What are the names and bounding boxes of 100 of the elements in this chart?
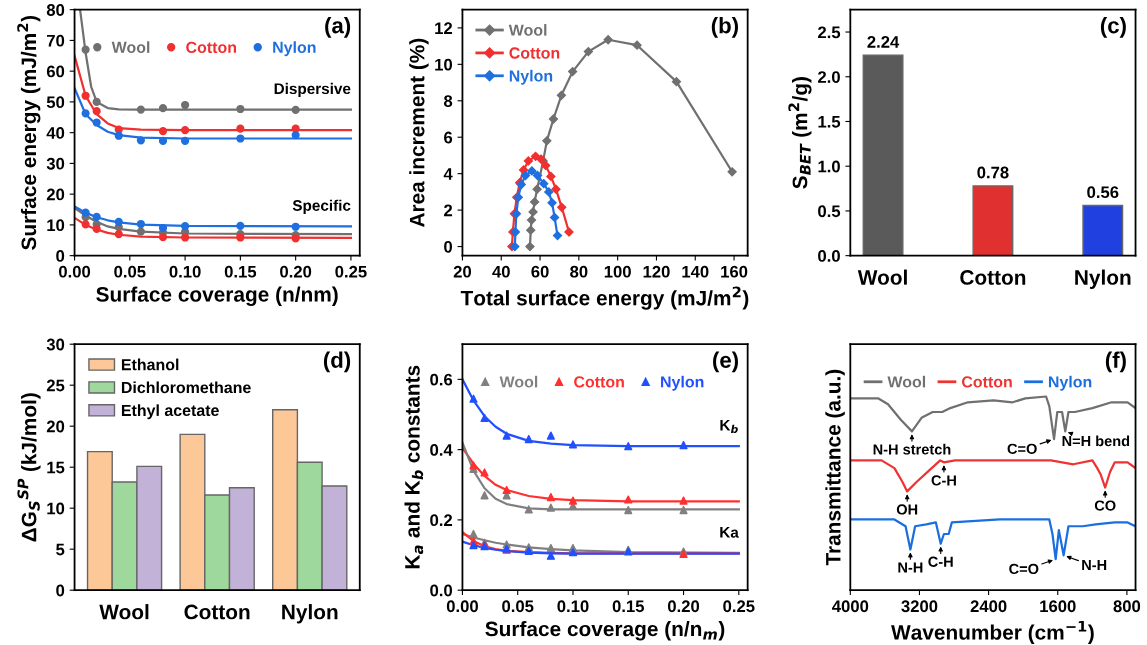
annotation: N-H <box>898 562 923 573</box>
annotation: N-H <box>1082 560 1107 571</box>
x-tick-label: Wool <box>857 269 907 285</box>
annotation: (d) <box>323 351 351 373</box>
annotation: C-H <box>928 556 953 567</box>
x-axis-title: Wavenumber (cm$^{−1}$) <box>891 620 1094 644</box>
annotation: Ka <box>720 527 739 538</box>
x-tick-label: 0.05 <box>502 600 534 613</box>
legend-label: Ethyl acetate <box>121 404 219 420</box>
legend-label: Cotton <box>574 376 624 388</box>
x-tick-label: 0.20 <box>280 265 312 278</box>
x-tick-label: Nylon <box>1075 269 1131 289</box>
x-tick-label: 40 <box>492 265 510 278</box>
legend-label: Cotton <box>961 376 1012 388</box>
y-tick-label: 20 <box>46 420 65 433</box>
x-tick-label: 120 <box>643 265 670 278</box>
annotation: OH <box>896 504 918 515</box>
data-label: 2.24 <box>867 36 900 48</box>
x-tick-label: 0.15 <box>612 600 645 613</box>
x-tick-label: 0.20 <box>667 600 700 613</box>
annotation: CO <box>1094 500 1116 511</box>
y-tick-label: 0.0 <box>430 584 453 597</box>
legend-label: Wool <box>508 24 547 36</box>
y-tick-label: 10 <box>47 502 65 515</box>
annotation: Specific <box>292 199 351 214</box>
y-tick-label: 70 <box>47 34 65 47</box>
x-tick-label: 100 <box>604 265 631 278</box>
x-tick-label: 60 <box>531 265 549 278</box>
y-tick-label: 0 <box>444 240 453 253</box>
x-tick-label: 0.00 <box>59 265 91 278</box>
y-axis-title: Transmittance (a.u.) <box>825 369 845 566</box>
y-tick-label: 0.0 <box>818 250 840 262</box>
y-tick-label: 80 <box>46 4 65 16</box>
y-tick-label: 8 <box>443 95 453 107</box>
x-tick-label: 1600 <box>1040 600 1076 613</box>
x-tick-label: 0.05 <box>114 265 146 278</box>
x-tick-label: Nylon <box>282 604 338 624</box>
y-axis-title: K$_{a}$ and K$_{b}$ constants <box>404 365 424 569</box>
y-tick-label: 0.4 <box>430 444 453 456</box>
annotation: C=O <box>1007 443 1037 454</box>
legend-label: Ethanol <box>121 358 179 371</box>
x-tick-label: 800 <box>1113 600 1141 613</box>
y-tick-label: 4 <box>443 168 453 180</box>
annotation: (c) <box>1100 17 1126 38</box>
y-tick-label: 60 <box>46 65 65 78</box>
y-tick-label: 2.5 <box>818 26 841 39</box>
y-axis-title: Area increment (%) <box>409 38 429 228</box>
annotation: Dispersive <box>274 82 351 98</box>
legend-label: Nylon <box>273 41 316 57</box>
x-tick-label: 20 <box>453 265 472 278</box>
x-tick-label: 0.15 <box>224 265 257 278</box>
y-tick-label: 1.5 <box>818 116 841 128</box>
x-tick-label: 0.25 <box>335 265 367 278</box>
data-label: 0.78 <box>977 166 1009 179</box>
x-axis-title: Surface coverage (n/nm) <box>96 286 338 306</box>
x-tick-label: 3200 <box>901 600 938 613</box>
annotation: C=O <box>1009 563 1039 575</box>
legend-label: Nylon <box>509 69 553 85</box>
legend-label: Wool <box>111 41 150 53</box>
y-tick-label: 25 <box>46 379 65 392</box>
legend-label: Nylon <box>1048 375 1092 391</box>
annotation: N=H bend <box>1062 435 1130 447</box>
x-tick-label: 0.10 <box>169 265 201 278</box>
y-axis-title: S$_{BET}$ (m$^{2}$/g) <box>788 77 812 189</box>
legend-label: Nylon <box>661 375 704 391</box>
y-tick-label: 2.0 <box>818 71 840 83</box>
text: (f) <box>1105 351 1126 373</box>
annotation: K$_{b}$ <box>720 419 738 434</box>
y-tick-label: 0.5 <box>818 205 841 218</box>
y-tick-label: 50 <box>46 96 65 109</box>
annotation: (e) <box>713 351 738 373</box>
y-tick-label: 30 <box>46 157 65 170</box>
x-tick-label: 4000 <box>832 600 869 613</box>
x-axis-title: Surface coverage (n/n$_{m}$) <box>485 620 725 641</box>
y-tick-label: 20 <box>46 188 65 201</box>
legend-label: Cotton <box>509 47 560 59</box>
x-tick-label: 160 <box>721 265 748 278</box>
annotation: (a) <box>325 17 351 38</box>
x-tick-label: 80 <box>570 265 588 278</box>
legend-label: Wool <box>887 375 926 388</box>
legend-label: Wool <box>499 375 538 388</box>
y-tick-label: 15 <box>47 461 65 474</box>
y-tick-label: 30 <box>46 338 65 351</box>
annotation: (b) <box>711 17 738 38</box>
y-tick-label: 0.2 <box>430 514 453 527</box>
y-tick-label: 10 <box>435 58 453 71</box>
x-axis-title: Total surface energy (mJ/m$^{2}$) <box>460 286 749 310</box>
y-axis-title: Surface energy (mJ/m$^{2}$) <box>17 15 41 250</box>
x-tick-label: 0.00 <box>446 600 478 613</box>
x-tick-label: 2400 <box>970 600 1007 613</box>
y-tick-label: 5 <box>56 543 65 556</box>
data-label: 0.56 <box>1087 186 1119 199</box>
x-tick-label: 0.25 <box>723 600 755 613</box>
x-tick-label: 0.10 <box>557 600 589 613</box>
y-tick-label: 0 <box>56 250 65 262</box>
y-tick-label: 10 <box>47 219 65 232</box>
y-tick-label: 0 <box>56 584 65 597</box>
y-tick-label: 1.0 <box>818 160 840 173</box>
x-tick-label: 140 <box>682 265 709 278</box>
y-tick-label: 2 <box>444 204 453 217</box>
